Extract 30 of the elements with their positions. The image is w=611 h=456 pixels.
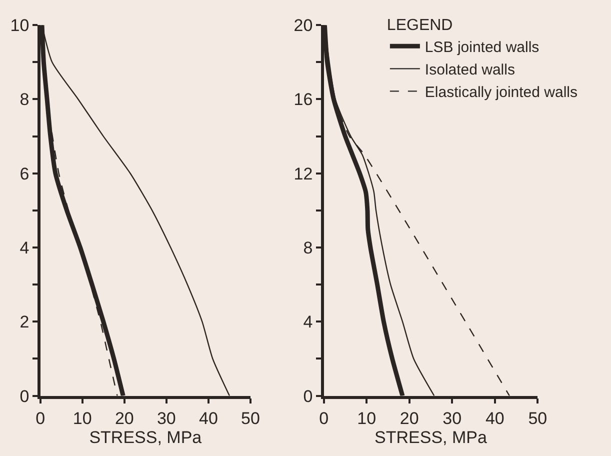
y-tick-label: 8 — [303, 238, 313, 258]
x-tick-label: 50 — [241, 408, 260, 428]
y-tick-label: 6 — [20, 164, 30, 184]
legend-label: Elastically jointed walls — [424, 84, 578, 102]
x-tick-label: 20 — [400, 408, 419, 428]
x-tick-label: 50 — [528, 408, 548, 428]
y-tick-label: 16 — [294, 90, 313, 110]
x-tick-label: 20 — [114, 408, 134, 428]
legend-label: Isolated walls — [424, 62, 515, 79]
legend-label: LSB jointed walls — [424, 39, 540, 56]
legend-title: LEGEND — [386, 16, 453, 34]
y-tick-label: 0 — [20, 386, 30, 406]
y-tick-label: 0 — [303, 386, 313, 406]
y-tick-label: 8 — [20, 90, 30, 110]
x-tick-label: 40 — [485, 408, 504, 428]
x-tick-label: 40 — [199, 408, 218, 428]
y-tick-label: 2 — [20, 312, 30, 332]
y-tick-label: 20 — [294, 16, 313, 36]
x-axis-title: STRESS, MPa — [374, 428, 488, 447]
x-tick-label: 0 — [319, 408, 329, 428]
y-tick-label: 12 — [294, 164, 313, 184]
x-tick-label: 30 — [442, 408, 462, 428]
x-tick-label: 30 — [156, 408, 176, 428]
x-tick-label: 0 — [36, 408, 46, 428]
y-tick-label: 4 — [303, 312, 313, 332]
x-tick-label: 10 — [72, 408, 92, 428]
y-tick-label: 4 — [20, 238, 30, 258]
y-tick-label: 10 — [10, 16, 30, 36]
x-axis-title: STRESS, MPa — [89, 428, 202, 447]
x-tick-label: 10 — [357, 408, 376, 428]
